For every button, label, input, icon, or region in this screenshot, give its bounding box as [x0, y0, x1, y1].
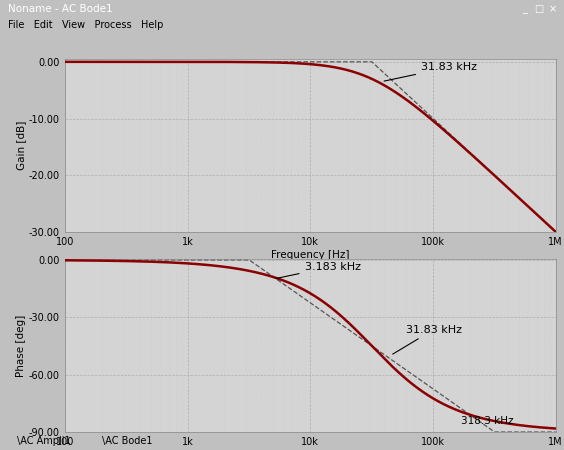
Text: File   Edit   View   Process   Help: File Edit View Process Help	[8, 21, 164, 31]
X-axis label: Frequency [Hz]: Frequency [Hz]	[271, 250, 350, 260]
Y-axis label: Phase [deg]: Phase [deg]	[16, 315, 26, 377]
Y-axis label: Gain [dB]: Gain [dB]	[16, 121, 26, 170]
Text: 318.3 kHz: 318.3 kHz	[461, 416, 514, 426]
Text: Noname - AC Bode1: Noname - AC Bode1	[8, 4, 113, 14]
Text: 3.183 kHz: 3.183 kHz	[276, 261, 360, 279]
Text: \AC Ampli1: \AC Ampli1	[17, 436, 70, 446]
Text: 31.83 kHz: 31.83 kHz	[384, 63, 477, 81]
Text: \AC Bode1: \AC Bode1	[102, 436, 152, 446]
Text: _: _	[522, 4, 527, 14]
Text: ×: ×	[549, 4, 557, 14]
Text: 31.83 kHz: 31.83 kHz	[393, 324, 462, 354]
Text: □: □	[534, 4, 543, 14]
